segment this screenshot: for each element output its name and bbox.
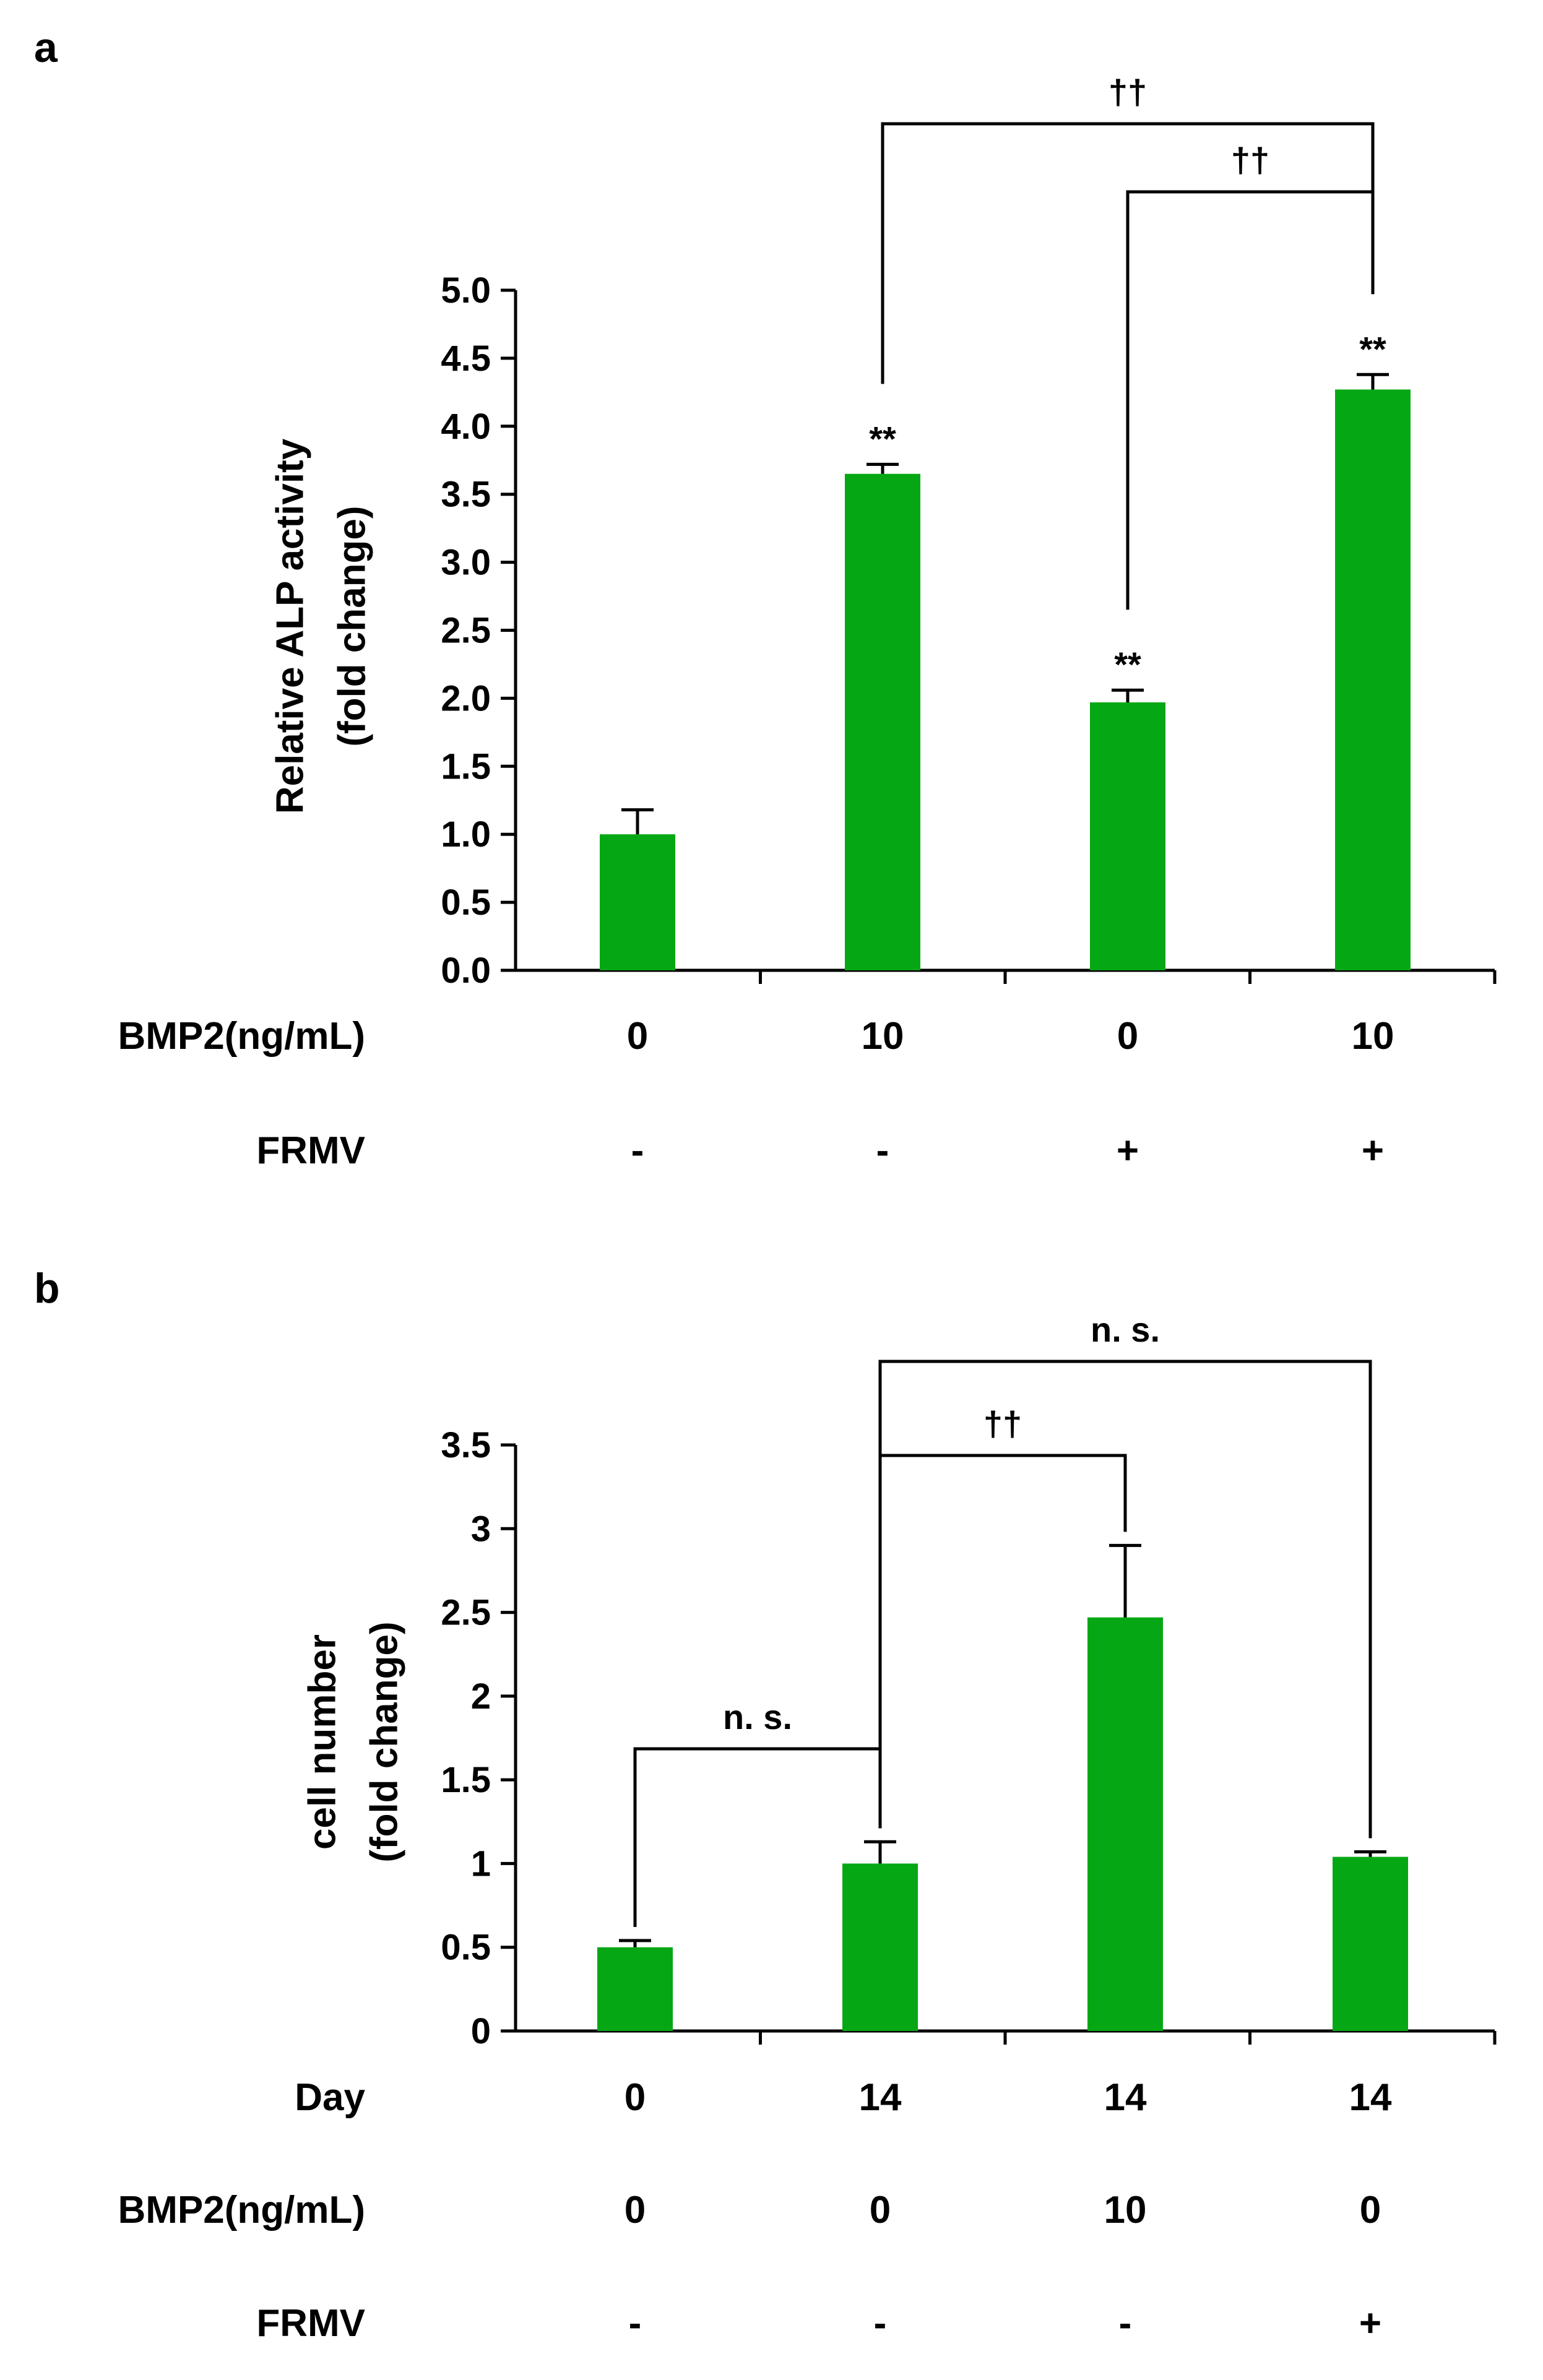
y-axis-title: (fold change) [331,506,373,746]
bracket-label: †† [1231,140,1269,179]
y-tick-label: 0.0 [441,951,491,991]
y-tick-label: 4.5 [441,338,491,379]
row-label: FRMV [256,2302,365,2345]
y-tick-label: 5.0 [441,270,491,311]
condition-value: 0 [1360,2189,1381,2231]
condition-value: 10 [1352,1015,1394,1058]
y-axis-title: Relative ALP activity [269,438,311,814]
condition-value: 0 [627,1015,648,1058]
row-label: FRMV [256,1129,365,1172]
condition-value: + [1362,1129,1384,1172]
bracket-label: †† [1109,72,1147,111]
y-tick-label: 3.5 [441,475,491,515]
condition-value: + [1117,1129,1139,1172]
condition-value: 14 [1104,2076,1147,2119]
y-tick-label: 3 [471,1509,491,1549]
y-tick-label: 1 [471,1843,491,1884]
condition-value: 10 [862,1015,904,1058]
bar [1335,389,1411,970]
panel-letter: a [34,24,58,71]
comparison-bracket [878,1360,1372,1839]
bar [845,473,920,970]
condition-value: 14 [1349,2076,1392,2119]
bar [1090,702,1165,970]
bar [600,834,675,970]
significance-label: ** [869,419,896,458]
comparison-bracket [1126,190,1375,610]
y-tick-label: 0.5 [441,882,491,923]
y-axis-title: cell number [301,1634,344,1850]
bracket-label: n. s. [723,1697,792,1736]
y-tick-label: 0 [471,2011,491,2051]
condition-value: - [874,2302,887,2345]
row-label: BMP2(ng/mL) [118,2189,365,2231]
condition-value: - [876,1129,889,1172]
y-tick-label: 1.5 [441,1760,491,1800]
bar [842,1863,918,2031]
row-label: Day [295,2076,365,2119]
condition-value: + [1359,2302,1381,2345]
y-tick-label: 3.5 [441,1425,491,1465]
y-tick-label: 1.5 [441,746,491,787]
condition-value: - [631,1129,644,1172]
bar [1087,1617,1163,2031]
y-tick-label: 1.0 [441,814,491,855]
condition-value: 0 [1117,1015,1138,1058]
condition-value: 14 [859,2076,902,2119]
y-tick-label: 2.0 [441,678,491,718]
row-label: BMP2(ng/mL) [118,1015,365,1058]
panel-letter: b [34,1265,60,1312]
y-tick-label: 4.0 [441,407,491,447]
bracket-label: n. s. [1091,1310,1160,1349]
y-tick-label: 0.5 [441,1928,491,1968]
y-tick-label: 2 [471,1676,491,1717]
bracket-label: †† [983,1404,1022,1443]
condition-value: 0 [870,2189,891,2231]
condition-value: - [629,2302,642,2345]
condition-value: 0 [625,2189,646,2231]
condition-value: 10 [1104,2189,1147,2231]
significance-label: ** [1114,645,1141,684]
y-tick-label: 2.5 [441,1593,491,1633]
condition-value: - [1119,2302,1132,2345]
significance-label: ** [1359,329,1386,368]
y-tick-label: 3.0 [441,543,491,583]
y-tick-label: 2.5 [441,611,491,651]
bar [1333,1856,1408,2031]
bar [597,1947,673,2031]
y-axis-title: (fold change) [363,1621,405,1862]
condition-value: 0 [625,2076,646,2119]
